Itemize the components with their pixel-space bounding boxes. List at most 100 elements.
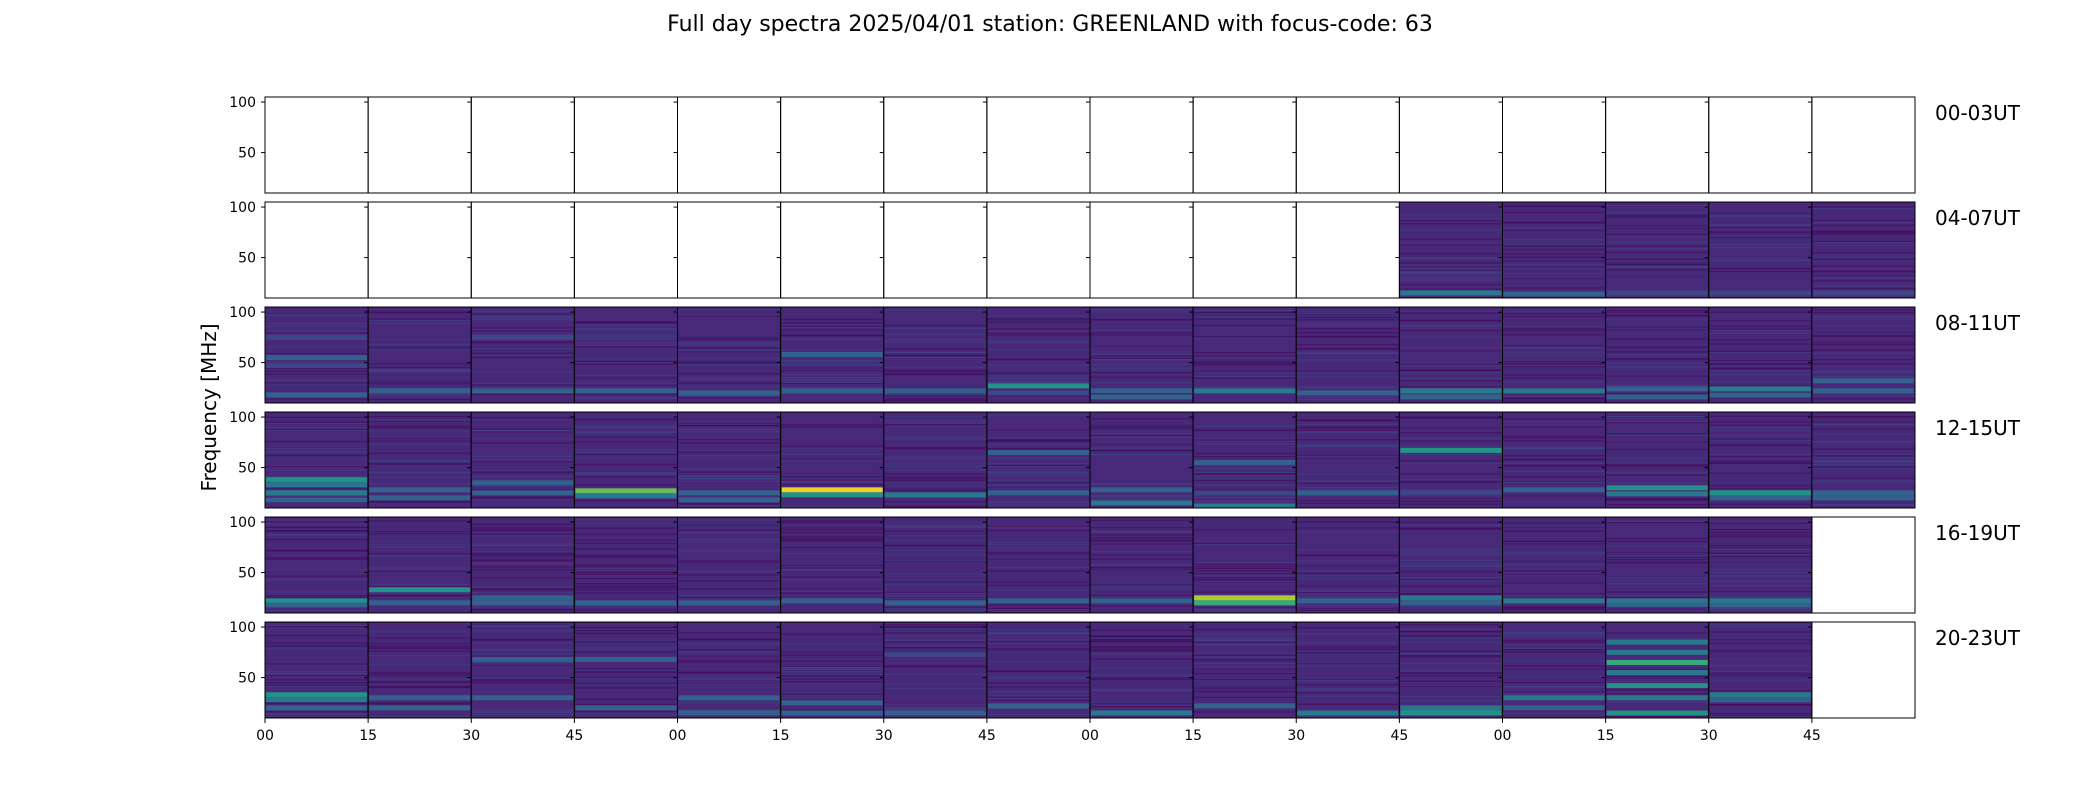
- emission-band: [266, 692, 368, 698]
- emission-band: [884, 710, 986, 716]
- spectrum-panel: [879, 306, 988, 404]
- spectrum-panel: [467, 201, 575, 299]
- spectrum-panel: [1086, 516, 1194, 614]
- emission-band: [1400, 710, 1502, 716]
- emission-band: [472, 388, 574, 394]
- emission-band: [1194, 703, 1296, 709]
- emission-band: [1503, 291, 1605, 297]
- spectrum-panel: [982, 306, 1091, 404]
- spectrum-panel: [1189, 411, 1297, 509]
- y-tick-label: 50: [238, 671, 256, 687]
- spectrum-panel: [879, 96, 988, 194]
- spectrum-panel: [261, 96, 369, 194]
- emission-band: [1606, 639, 1708, 645]
- emission-band: [1709, 495, 1811, 501]
- emission-band: [1709, 692, 1811, 698]
- emission-band: [1709, 392, 1811, 398]
- spectrum-panel: [467, 621, 575, 719]
- emission-band: [575, 488, 677, 494]
- spectrum-panel: [1704, 201, 1813, 299]
- spectrum-panel: [1498, 96, 1607, 194]
- emission-band: [266, 392, 368, 398]
- emission-band: [987, 383, 1089, 389]
- emission-band: [369, 600, 471, 606]
- spectrum-panel: [467, 411, 575, 509]
- emission-band: [1297, 490, 1399, 496]
- spectrum-panel: [1395, 516, 1503, 614]
- spectrum-panel: [1601, 411, 1710, 509]
- emission-band: [1503, 598, 1605, 604]
- emission-band: [472, 695, 574, 701]
- spectrum-panel: [1807, 306, 1916, 404]
- spectrum-panel: [776, 411, 885, 509]
- emission-band: [781, 487, 883, 493]
- spectrum-panel: [364, 201, 472, 299]
- row-label: 00-03UT: [1935, 101, 2021, 125]
- spectrum-panel: [1395, 621, 1503, 719]
- emission-band: [575, 388, 677, 394]
- row-label: 20-23UT: [1935, 626, 2021, 650]
- spectrum-panel: [1292, 621, 1400, 719]
- spectra-row: 50 100 08-11UT: [229, 305, 2021, 404]
- emission-band: [1194, 600, 1296, 606]
- emission-band: [1194, 503, 1296, 509]
- emission-band: [1606, 670, 1708, 676]
- row-label: 16-19UT: [1935, 521, 2021, 545]
- spectrum-panel: [364, 621, 472, 719]
- emission-band: [1606, 394, 1708, 400]
- emission-band: [1194, 460, 1296, 466]
- spectrum-panel: [1292, 96, 1400, 194]
- emission-band: [781, 598, 883, 604]
- emission-band: [1297, 390, 1399, 396]
- spectrum-panel: [982, 201, 1091, 299]
- emission-band: [1606, 485, 1708, 491]
- y-tick-label: 50: [238, 146, 256, 162]
- emission-band: [1812, 490, 1914, 496]
- emission-band: [266, 482, 368, 488]
- spectrum-panel: [879, 201, 988, 299]
- x-tick-label: 30: [875, 728, 893, 744]
- emission-band: [1400, 447, 1502, 453]
- spectrum-panel: [1704, 411, 1813, 509]
- emission-band: [987, 490, 1089, 496]
- spectrum-panel: [879, 516, 988, 614]
- spectrum-panel: [1601, 516, 1710, 614]
- emission-band: [1709, 602, 1811, 608]
- x-tick-label: 00: [256, 728, 274, 744]
- spectrum-panel: [776, 306, 885, 404]
- spectrum-panel: [467, 96, 575, 194]
- emission-band: [678, 695, 780, 701]
- y-tick-label: 100: [229, 410, 256, 426]
- y-tick-label: 100: [229, 200, 256, 216]
- spectrum-panel: [1292, 306, 1400, 404]
- emission-band: [987, 703, 1089, 709]
- spectrum-panel: [364, 306, 472, 404]
- spectrum-panel: [776, 621, 885, 719]
- spectrum-panel: [879, 621, 988, 719]
- emission-band: [369, 487, 471, 493]
- spectrum-panel: [1601, 201, 1710, 299]
- emission-band: [266, 598, 368, 604]
- emission-band: [678, 497, 780, 503]
- emission-band: [1091, 394, 1193, 400]
- x-tick-label: 45: [1390, 728, 1408, 744]
- emission-band: [781, 351, 883, 357]
- emission-band: [266, 355, 368, 361]
- spectrum-panel: [570, 96, 678, 194]
- emission-band: [1709, 697, 1811, 703]
- emission-band: [266, 697, 368, 703]
- spectrum-panel: [1086, 201, 1194, 299]
- spectrum-panel: [467, 516, 575, 614]
- emission-band: [369, 587, 471, 593]
- emission-band: [1503, 487, 1605, 493]
- x-tick-label: 45: [1803, 728, 1821, 744]
- emission-band: [678, 390, 780, 396]
- spectrum-panel: [570, 411, 678, 509]
- spectrum-panel: [1498, 411, 1607, 509]
- spectrum-panel: [673, 96, 782, 194]
- emission-band: [575, 493, 677, 499]
- spectrum-panel: [261, 516, 369, 614]
- emission-band: [1091, 487, 1193, 493]
- spectrum-panel: [673, 306, 782, 404]
- spectra-row: 50 100 20-23UT: [229, 620, 2021, 719]
